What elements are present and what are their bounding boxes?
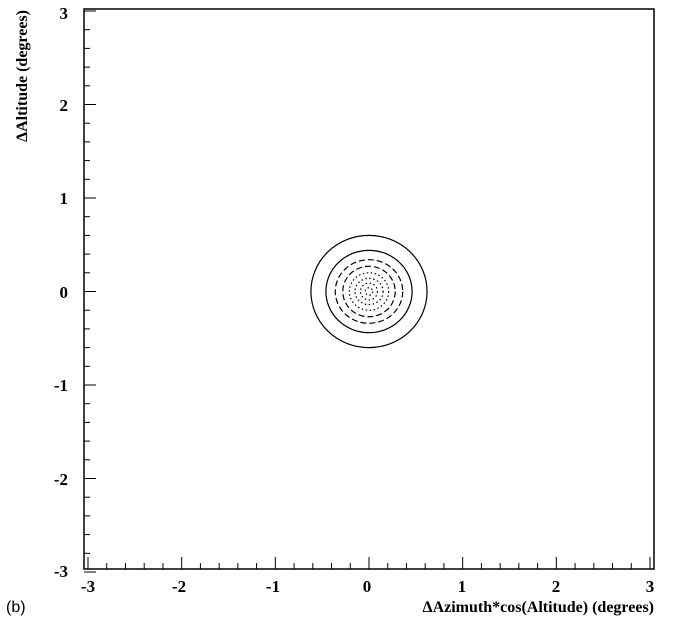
x-tick-label: -3 [81, 577, 95, 596]
contour-line-dashed [342, 265, 396, 318]
plot-frame [83, 8, 655, 570]
tick-layer [84, 10, 651, 573]
x-axis-title: ΔAzimuth*cos(Altitude) (degrees) [423, 599, 654, 616]
y-tick-label: -2 [54, 470, 68, 489]
x-tick-label: -2 [172, 577, 186, 596]
contour-line-dotted [354, 277, 384, 306]
x-tick-label: 2 [552, 577, 561, 596]
contour-line-dotted [348, 272, 390, 311]
y-tick-label: 0 [60, 283, 69, 302]
y-axis-title: ΔAltitude (degrees) [14, 10, 31, 142]
x-tick-label: 0 [363, 577, 372, 596]
y-tick-label: 3 [60, 4, 69, 23]
y-tick-label: -3 [54, 562, 68, 581]
contour-line-dashed [334, 259, 404, 324]
contour-line-solid [325, 249, 413, 334]
y-tick-label: -1 [54, 376, 68, 395]
contour-line-dotted [359, 282, 379, 301]
y-tick-label: 1 [60, 189, 69, 208]
contour-layer [310, 234, 428, 349]
x-tick-label: 3 [646, 577, 655, 596]
x-tick-label: -1 [266, 577, 280, 596]
x-tick-label: 1 [458, 577, 467, 596]
y-tick-label: 2 [60, 96, 69, 115]
contour-line-solid [310, 234, 428, 349]
contour-line-dotted [364, 287, 374, 296]
panel-label: (b) [6, 599, 26, 616]
